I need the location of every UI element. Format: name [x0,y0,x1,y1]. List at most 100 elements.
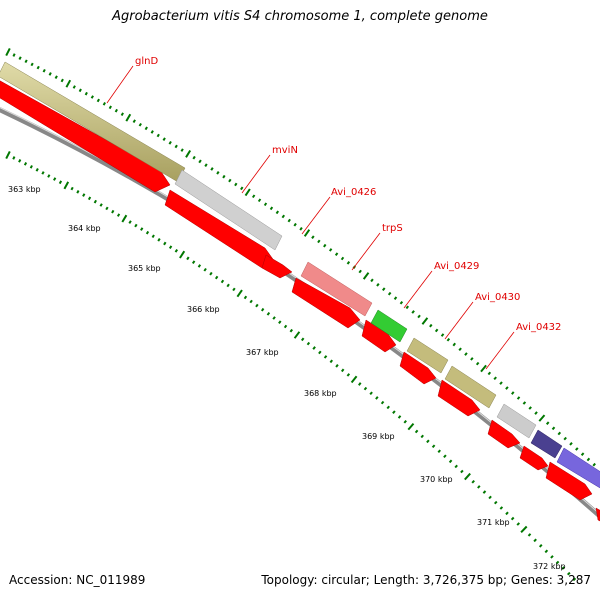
minor-tick [470,357,474,361]
minor-tick [132,119,136,124]
minor-tick [572,577,577,582]
gene-label-mviN: mviN [272,145,298,156]
minor-tick [452,342,456,347]
minor-tick [180,148,184,152]
gene-label-Avi_0429: Avi_0429 [434,261,479,272]
minor-tick [278,320,282,324]
tick-label: 367 kbp [246,348,279,357]
minor-tick [399,300,404,305]
major-tick [362,272,370,280]
minor-tick [516,396,521,400]
minor-tick [249,299,253,304]
minor-tick [120,112,124,116]
minor-tick [186,256,190,261]
minor-tick [488,495,492,500]
cds-track [0,80,600,522]
minor-tick [209,271,213,276]
minor-tick [243,295,248,300]
minor-tick [82,193,86,197]
minor-tick [575,447,579,451]
minor-tick [283,324,288,329]
minor-tick [317,239,321,244]
gene-label-Avi_0432: Avi_0432 [516,322,561,333]
leader-Avi_0426 [301,196,331,235]
minor-tick [12,53,16,57]
minor-tick [375,396,379,400]
genome-info-text: Topology: circular; Length: 3,726,375 bp… [261,573,591,587]
minor-tick [393,296,398,300]
major-tick [538,414,546,422]
cds-arrow [399,351,437,385]
minor-tick [363,386,368,391]
major-tick [350,375,358,384]
minor-tick [511,391,515,395]
minor-tick [311,235,315,239]
minor-tick [440,333,445,337]
minor-tick [108,105,112,110]
minor-tick [90,95,94,99]
minor-tick [128,220,132,224]
major-tick [125,113,132,122]
minor-tick [580,452,585,456]
minor-tick [323,355,328,359]
minor-tick [144,126,148,131]
tick-label: 364 kbp [68,224,101,233]
minor-tick [251,194,256,199]
minor-tick [464,352,468,356]
gene-label-Avi_0426: Avi_0426 [331,187,376,198]
minor-tick [358,269,362,274]
minor-tick [36,65,40,70]
minor-tick [545,421,550,425]
minor-tick [23,162,28,166]
minor-tick [397,415,402,419]
minor-tick [240,186,244,191]
minor-tick [84,91,88,96]
feature-track [0,61,600,489]
minor-tick [151,234,155,239]
minor-tick [370,278,374,283]
minor-tick [411,310,415,314]
minor-tick [42,68,46,73]
minor-tick [563,436,567,441]
minor-tick [162,137,166,141]
minor-tick [392,410,396,414]
major-tick [63,181,70,190]
minor-tick [87,196,92,201]
minor-tick [369,391,373,396]
minor-tick [272,316,276,320]
minor-tick [493,500,498,505]
cds-arrow [261,254,293,279]
minor-tick [534,411,538,415]
minor-tick [550,555,554,559]
feature-trpS [300,261,373,317]
minor-tick [78,88,82,93]
minor-tick [18,159,22,163]
minor-tick [426,439,430,444]
minor-tick [29,165,33,169]
cds-arrow [545,461,593,501]
major-tick [520,525,528,533]
major-tick [65,79,72,88]
minor-tick [197,264,202,268]
cds-arrow [519,445,549,471]
minor-tick [105,206,109,211]
minor-tick [12,156,16,160]
minor-tick [487,371,492,376]
map-title: Agrobacterium vitis S4 chromosome 1, com… [112,9,488,24]
minor-tick [191,260,196,264]
minor-tick [382,287,386,292]
minor-tick [551,426,556,431]
cds-arrow [595,507,600,522]
major-tick [303,229,311,237]
leader-mviN [241,154,271,194]
minor-tick [376,283,380,287]
minor-tick [405,305,410,310]
minor-tick [99,203,103,207]
feature-navy [530,429,563,459]
minor-tick [269,206,274,211]
minor-tick [76,190,80,194]
minor-tick [53,177,57,181]
leader-trpS [351,232,381,271]
minor-tick [263,202,268,207]
minor-tick [300,337,305,342]
